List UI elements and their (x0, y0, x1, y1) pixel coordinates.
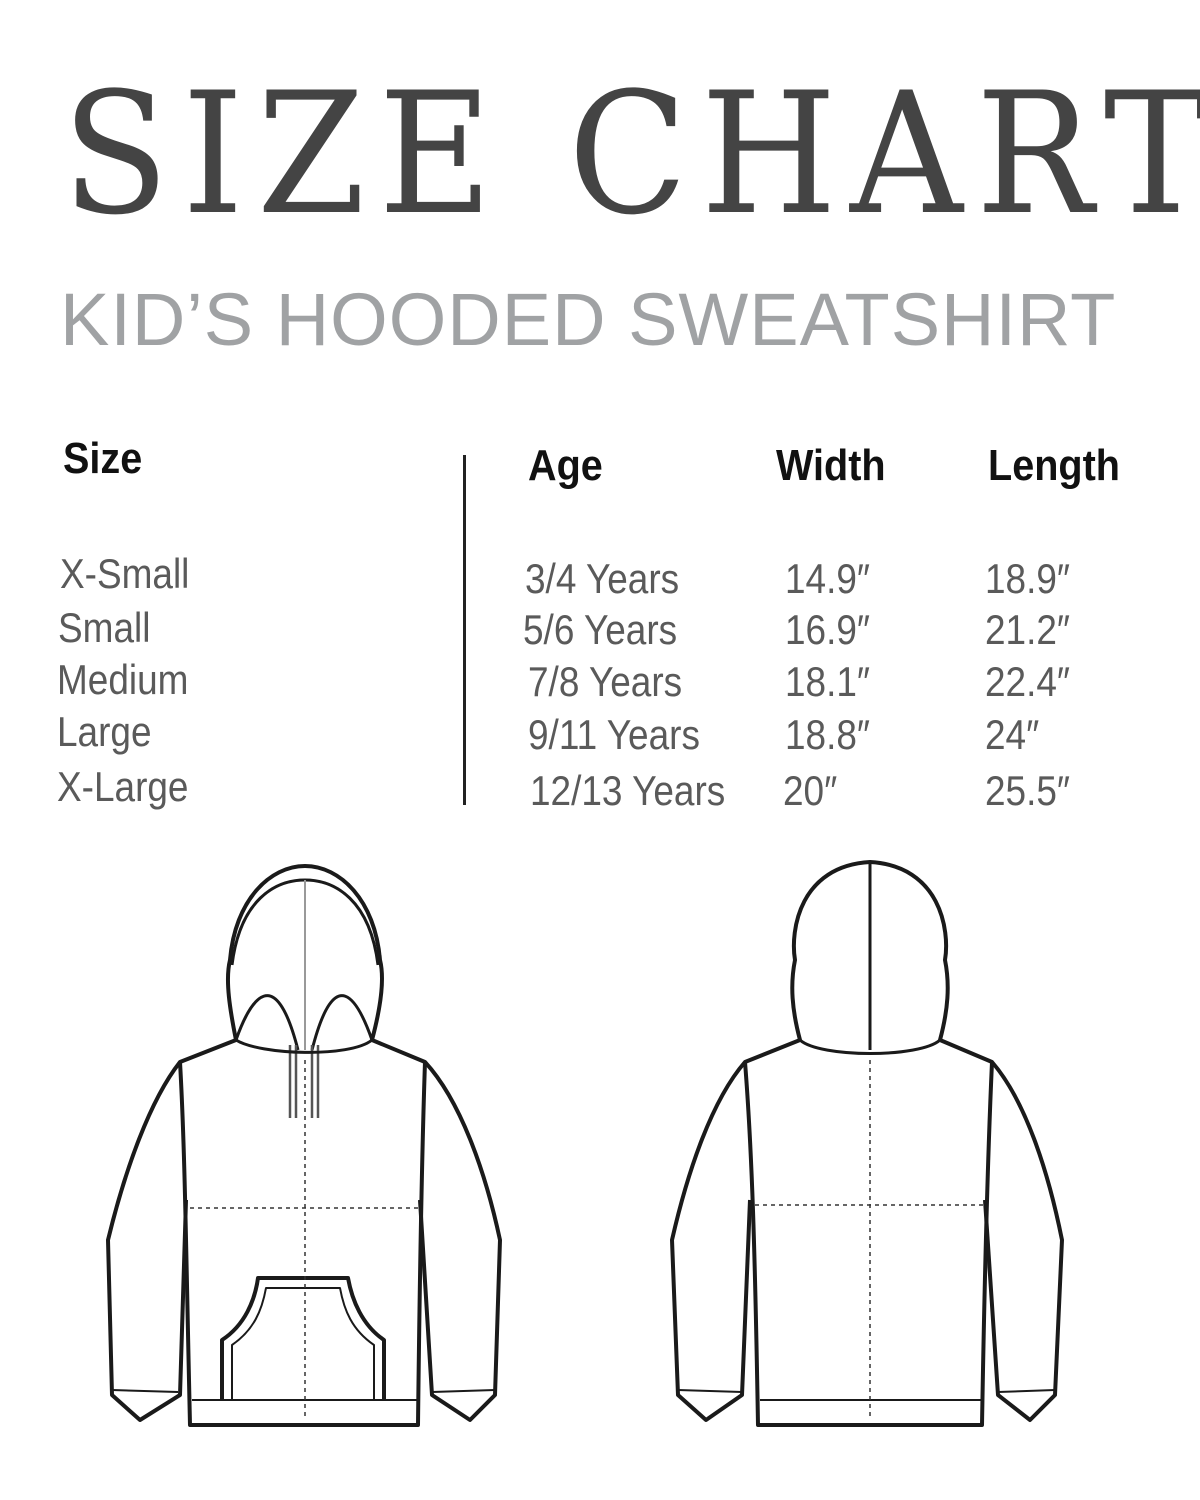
cell-age: 3/4 Years (525, 555, 680, 602)
header-size: Size (63, 434, 143, 483)
column-divider (463, 455, 466, 805)
cell-size: Medium (57, 656, 189, 703)
header-length: Length (988, 441, 1120, 490)
cell-width: 20″ (783, 767, 838, 814)
cell-size: Large (57, 708, 152, 755)
cell-age: 9/11 Years (528, 711, 700, 758)
cell-width: 18.8″ (785, 711, 871, 758)
header-age: Age (528, 441, 603, 490)
cell-length: 24″ (985, 711, 1040, 758)
cell-length: 18.9″ (985, 555, 1071, 602)
hoodie-front-illustration (106, 864, 502, 1427)
cell-size: X-Large (57, 763, 189, 810)
cell-width: 16.9″ (785, 606, 871, 653)
cell-length: 22.4″ (985, 658, 1071, 705)
cell-age: 5/6 Years (523, 606, 678, 653)
cell-size: Small (58, 604, 151, 651)
cell-age: 12/13 Years (530, 767, 726, 814)
cell-width: 18.1″ (785, 658, 871, 705)
page-subtitle: KID’S HOODED SWEATSHIRT (60, 278, 1117, 361)
cell-length: 21.2″ (985, 606, 1071, 653)
cell-age: 7/8 Years (528, 658, 683, 705)
cell-size: X-Small (60, 550, 190, 597)
cell-length: 25.5″ (985, 767, 1071, 814)
page-title: SIZE CHART (62, 56, 1200, 252)
cell-width: 14.9″ (785, 555, 871, 602)
hoodie-back-illustration (670, 860, 1064, 1427)
header-width: Width (776, 441, 886, 490)
